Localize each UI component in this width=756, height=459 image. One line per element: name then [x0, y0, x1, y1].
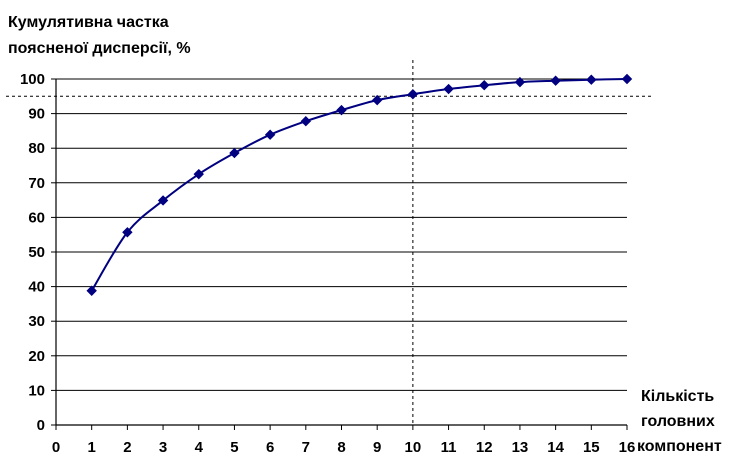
y-tick-label-0: 0	[37, 417, 45, 434]
x-tick-label-2: 2	[123, 439, 131, 456]
reference-lines	[6, 60, 652, 425]
data-point-7	[300, 116, 312, 127]
x-tick-label-5: 5	[230, 439, 238, 456]
y-tick-label-90: 90	[28, 106, 45, 123]
series-line-0	[90, 78, 628, 292]
data-point-6	[264, 129, 276, 140]
x-tick-label-10: 10	[405, 439, 422, 456]
y-tick-label-80: 80	[28, 140, 45, 157]
data-point-2	[122, 227, 133, 238]
data-point-15	[586, 74, 597, 85]
data-point-5	[229, 147, 240, 159]
x-axis-title-line-2: головних	[641, 413, 715, 430]
y-tick-label-50: 50	[28, 244, 45, 261]
data-point-16	[621, 73, 633, 85]
x-axis-title-line-3: компонент	[637, 438, 722, 455]
y-tick-label-40: 40	[28, 279, 45, 296]
x-tick-label-3: 3	[159, 439, 167, 456]
x-tick-label-8: 8	[337, 439, 345, 456]
data-point-13	[514, 76, 526, 88]
x-tick-label-0: 0	[52, 439, 60, 456]
data-point-9	[371, 94, 383, 106]
y-tick-label-60: 60	[28, 209, 45, 226]
y-tick-label-10: 10	[28, 382, 45, 399]
x-tick-label-9: 9	[373, 439, 381, 456]
data-point-10	[407, 89, 419, 100]
x-tick-label-4: 4	[195, 439, 204, 456]
gridlines	[56, 78, 627, 391]
series	[86, 73, 633, 296]
x-tick-label-14: 14	[547, 439, 564, 456]
x-axis-title-line-1: Кількість	[641, 388, 714, 405]
axes	[51, 78, 628, 430]
data-point-14	[550, 75, 561, 86]
x-tick-label-1: 1	[88, 439, 96, 456]
x-tick-label-16: 16	[619, 439, 636, 456]
x-tick-label-7: 7	[302, 439, 310, 456]
y-tick-labels: 0 10 20 30 40 50 60 70 80 90 100	[20, 71, 45, 434]
x-tick-label-13: 13	[512, 439, 529, 456]
data-point-4	[193, 168, 204, 180]
data-point-1	[86, 285, 97, 296]
x-tick-label-11: 11	[441, 439, 457, 456]
x-tick-label-15: 15	[583, 439, 600, 456]
data-point-3	[157, 195, 169, 206]
y-tick-label-20: 20	[28, 348, 45, 365]
data-point-12	[479, 80, 490, 91]
y-tick-label-30: 30	[28, 313, 45, 330]
data-point-11	[443, 83, 454, 95]
x-tick-labels: 0 1 2 3 4 5 6 7 8 9 10 11 12 13 14 15 16	[52, 439, 636, 456]
y-tick-label-70: 70	[28, 175, 45, 192]
y-axis-title-line-2: поясненої дисперсії, %	[8, 40, 191, 57]
y-axis-title-line-1: Кумулятивна частка	[8, 14, 169, 31]
x-tick-label-12: 12	[476, 439, 493, 456]
y-tick-label-100: 100	[20, 71, 45, 88]
data-point-8	[336, 104, 347, 116]
x-tick-label-6: 6	[266, 439, 274, 456]
